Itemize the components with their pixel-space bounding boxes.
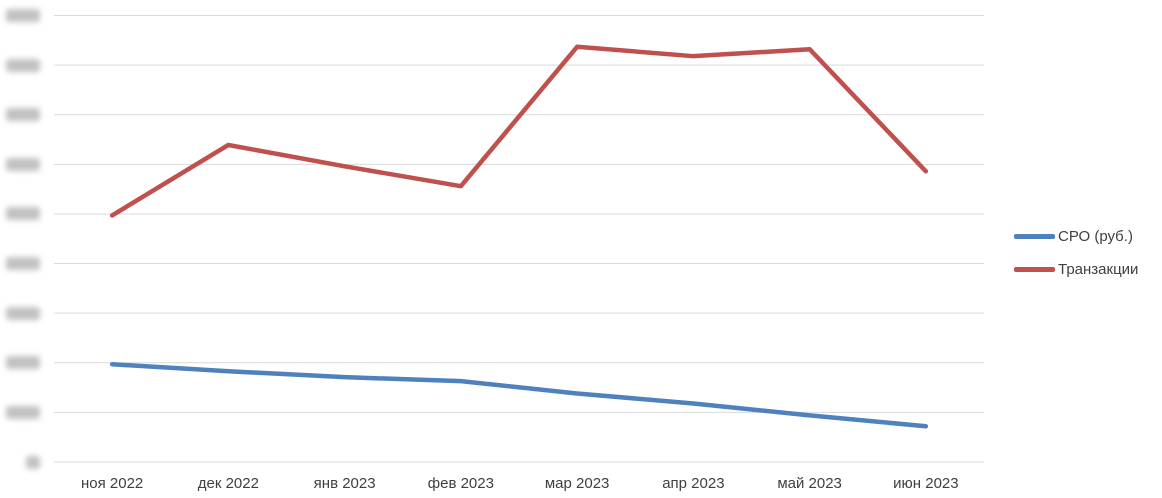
legend-item-cpo: СРО (руб.) [1014,227,1138,246]
y-axis-tick-label-blurred [6,356,40,370]
x-axis-label: янв 2023 [313,475,376,492]
y-axis-tick-label-blurred [6,58,40,72]
legend-label: Транзакции [1058,261,1139,278]
legend-swatch-red-line [1014,267,1055,272]
x-axis-label: апр 2023 [662,475,725,492]
x-axis-label: ноя 2022 [80,475,144,492]
y-axis-tick-label-blurred [6,108,40,122]
y-axis-tick-label-blurred [6,306,40,320]
series-line-cpo [109,362,929,429]
series-line-tranzakcii [109,44,929,218]
x-axis-label: дек 2022 [197,475,259,492]
legend: СРО (руб.) Транзакции [1014,227,1138,293]
y-axis-tick-label-blurred [6,405,40,419]
x-axis-label: мар 2023 [544,475,610,492]
x-axis-label: июн 2023 [893,475,959,492]
legend-label: СРО (руб.) [1058,228,1133,245]
y-axis-tick-label-blurred [26,455,40,469]
x-axis-label: май 2023 [777,475,842,492]
legend-item-tranzakcii: Транзакции [1014,260,1138,279]
x-axis-label: фев 2023 [427,475,494,492]
y-axis-tick-label-blurred [6,9,40,22]
legend-swatch-blue-line [1014,234,1055,239]
y-axis-tick-label-blurred [6,257,40,271]
y-axis-tick-label-blurred [6,157,40,171]
y-axis-tick-label-blurred [6,207,40,221]
